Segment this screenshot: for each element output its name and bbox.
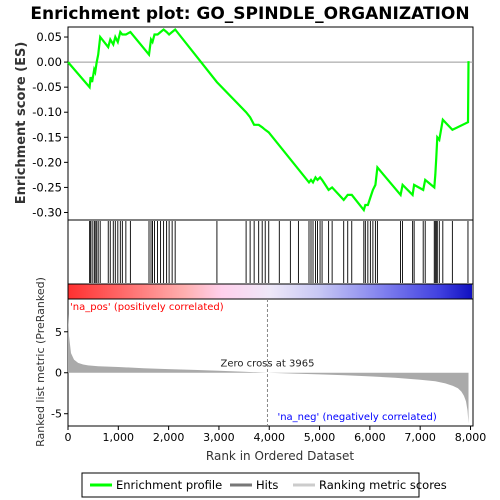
metric-y-tick-label: -5 — [51, 408, 62, 421]
rank-x-tick-label: 8,000 — [455, 431, 487, 444]
es-y-tick-label: -0.05 — [32, 80, 62, 94]
metric-y-axis-label: Ranked list metric (PreRanked) — [34, 277, 47, 447]
metric-y-axis: 5 0 -5 — [51, 326, 68, 421]
es-y-tick-label: -0.15 — [32, 130, 62, 144]
es-y-tick-label: -0.20 — [32, 155, 62, 169]
rank-x-tick-label: 5,000 — [304, 431, 336, 444]
es-y-tick-label: 0.05 — [36, 30, 62, 44]
legend-item-enrichment-profile: Enrichment profile — [90, 478, 222, 492]
rank-x-tick-label: 2,000 — [153, 431, 185, 444]
ranking-metric-area — [68, 313, 469, 424]
es-y-axis: 0.05 0.00 -0.05 -0.10 -0.15 -0.20 -0.25 -0.30 — [32, 30, 68, 219]
rank-x-tick-label: 1,000 — [103, 431, 135, 444]
zero-cross-label: Zero cross at 3965 — [220, 359, 314, 370]
rank-x-tick-label: 3,000 — [203, 431, 235, 444]
rank-x-tick-label: 0 — [65, 431, 72, 444]
chart-title: Enrichment plot: GO_SPINDLE_ORGANIZATION — [30, 4, 469, 24]
hits-plot-area — [67, 219, 474, 285]
legend-label: Hits — [256, 478, 278, 492]
rank-x-axis: 0 1,000 2,000 3,000 4,000 5,000 6,000 7,000 8,00… — [65, 426, 487, 444]
rank-colorbar-fill — [68, 284, 472, 299]
es-panel: 0.05 0.00 -0.05 -0.10 -0.15 -0.20 -0.25 -0.30 E… — [14, 26, 474, 221]
es-y-tick-label: -0.25 — [32, 180, 62, 194]
legend-label: Ranking metric scores — [319, 478, 447, 492]
rank-colorbar — [67, 283, 474, 300]
metric-plot-area — [67, 298, 474, 427]
legend: Enrichment profile Hits Ranking metric s… — [81, 472, 447, 498]
rank-x-tick-label: 7,000 — [404, 431, 436, 444]
metric-y-tick-label: 0 — [55, 367, 62, 380]
es-y-axis-label: Enrichment score (ES) — [14, 42, 29, 205]
rank-x-tick-label: 6,000 — [354, 431, 386, 444]
legend-item-ranking-metric: Ranking metric scores — [293, 478, 447, 492]
negative-correlation-label: 'na_neg' (negatively correlated) — [277, 412, 436, 423]
rank-x-tick-label: 4,000 — [253, 431, 285, 444]
metric-y-tick-label: 5 — [55, 326, 62, 339]
es-y-tick-label: 0.00 — [36, 55, 62, 69]
positive-correlation-label: 'na_pos' (positively correlated) — [70, 302, 224, 313]
enrichment-profile-line — [67, 27, 470, 213]
rank-x-axis-label: Rank in Ordered Dataset — [206, 449, 354, 463]
es-y-tick-label: -0.10 — [32, 105, 62, 119]
hits-panel — [67, 219, 474, 285]
legend-item-hits: Hits — [230, 478, 278, 492]
es-y-tick-label: -0.30 — [32, 205, 62, 219]
metric-panel: Zero cross at 3965 'na_pos' (positively … — [34, 277, 486, 463]
legend-label: Enrichment profile — [116, 478, 222, 492]
